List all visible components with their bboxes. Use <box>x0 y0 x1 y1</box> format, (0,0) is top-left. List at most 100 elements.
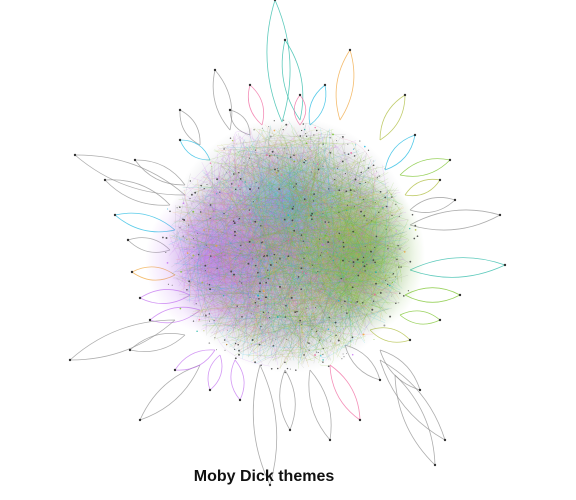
edge <box>188 187 262 292</box>
node <box>356 219 358 221</box>
edge <box>269 259 342 297</box>
edge <box>296 134 355 163</box>
edge <box>264 194 353 236</box>
edge <box>296 255 397 297</box>
edge <box>298 184 378 308</box>
edge <box>275 260 324 265</box>
node <box>192 320 195 322</box>
edge <box>203 204 403 246</box>
node <box>237 184 240 187</box>
edge <box>262 153 273 259</box>
node <box>413 237 416 240</box>
edge <box>280 237 310 326</box>
edge <box>190 313 318 319</box>
node <box>293 154 295 157</box>
edge <box>277 253 315 360</box>
node <box>359 182 361 185</box>
edge <box>250 160 402 232</box>
edge <box>171 193 244 268</box>
edge <box>187 154 284 273</box>
edge <box>177 212 357 271</box>
edge <box>209 291 260 312</box>
node <box>376 177 379 179</box>
edge <box>172 157 218 248</box>
node <box>216 267 218 270</box>
node <box>234 188 237 191</box>
edge <box>222 181 278 366</box>
edge <box>266 315 363 328</box>
edge <box>214 149 395 249</box>
node <box>347 153 350 156</box>
edge <box>256 214 310 337</box>
edge <box>224 137 236 215</box>
edge <box>238 132 293 298</box>
edge <box>291 229 390 344</box>
edge <box>183 229 385 260</box>
node <box>259 290 261 293</box>
edge <box>324 163 336 183</box>
edge <box>215 184 265 336</box>
node <box>327 241 330 244</box>
edge <box>247 284 289 287</box>
node <box>384 196 387 199</box>
edge <box>259 299 295 313</box>
edge <box>337 153 399 204</box>
edge <box>341 223 401 301</box>
edge <box>246 181 308 311</box>
edge <box>239 234 273 278</box>
edge <box>243 287 292 298</box>
edge <box>209 190 317 204</box>
edge <box>283 212 365 289</box>
node <box>234 357 237 360</box>
edge <box>257 157 274 170</box>
edge <box>234 178 317 199</box>
edge <box>218 147 270 178</box>
edge <box>211 209 283 335</box>
edge <box>202 324 359 328</box>
node <box>188 224 190 226</box>
edge <box>324 156 333 173</box>
edge <box>235 134 294 266</box>
node <box>305 135 308 138</box>
edge <box>218 216 245 306</box>
edge <box>328 192 394 241</box>
edge <box>320 261 401 285</box>
edge <box>249 151 288 334</box>
edge <box>297 164 410 240</box>
edge <box>230 155 318 300</box>
edge <box>233 210 341 333</box>
node <box>340 277 342 280</box>
edge <box>310 274 366 322</box>
node <box>317 351 319 354</box>
edge <box>291 191 381 273</box>
node <box>241 315 243 318</box>
edge <box>354 286 373 343</box>
edge <box>264 141 303 234</box>
node <box>351 286 354 289</box>
edge <box>250 145 393 232</box>
node <box>321 244 324 246</box>
node <box>322 166 324 168</box>
edge-loop <box>129 332 186 353</box>
edge <box>197 302 267 322</box>
edge <box>241 174 360 331</box>
node <box>357 197 359 199</box>
edge-loop <box>404 178 441 197</box>
edge <box>321 195 330 201</box>
node <box>315 307 317 309</box>
edge <box>226 247 251 260</box>
edge <box>256 163 370 194</box>
edge <box>169 141 236 256</box>
node <box>311 218 313 220</box>
edge <box>313 196 354 274</box>
edge <box>314 279 364 307</box>
node <box>317 335 319 337</box>
node <box>345 309 347 311</box>
edge <box>182 181 306 188</box>
edge <box>211 200 223 283</box>
edge <box>254 307 392 322</box>
node <box>372 300 375 302</box>
edge <box>175 242 363 272</box>
edge <box>195 164 296 193</box>
edge <box>293 155 387 222</box>
